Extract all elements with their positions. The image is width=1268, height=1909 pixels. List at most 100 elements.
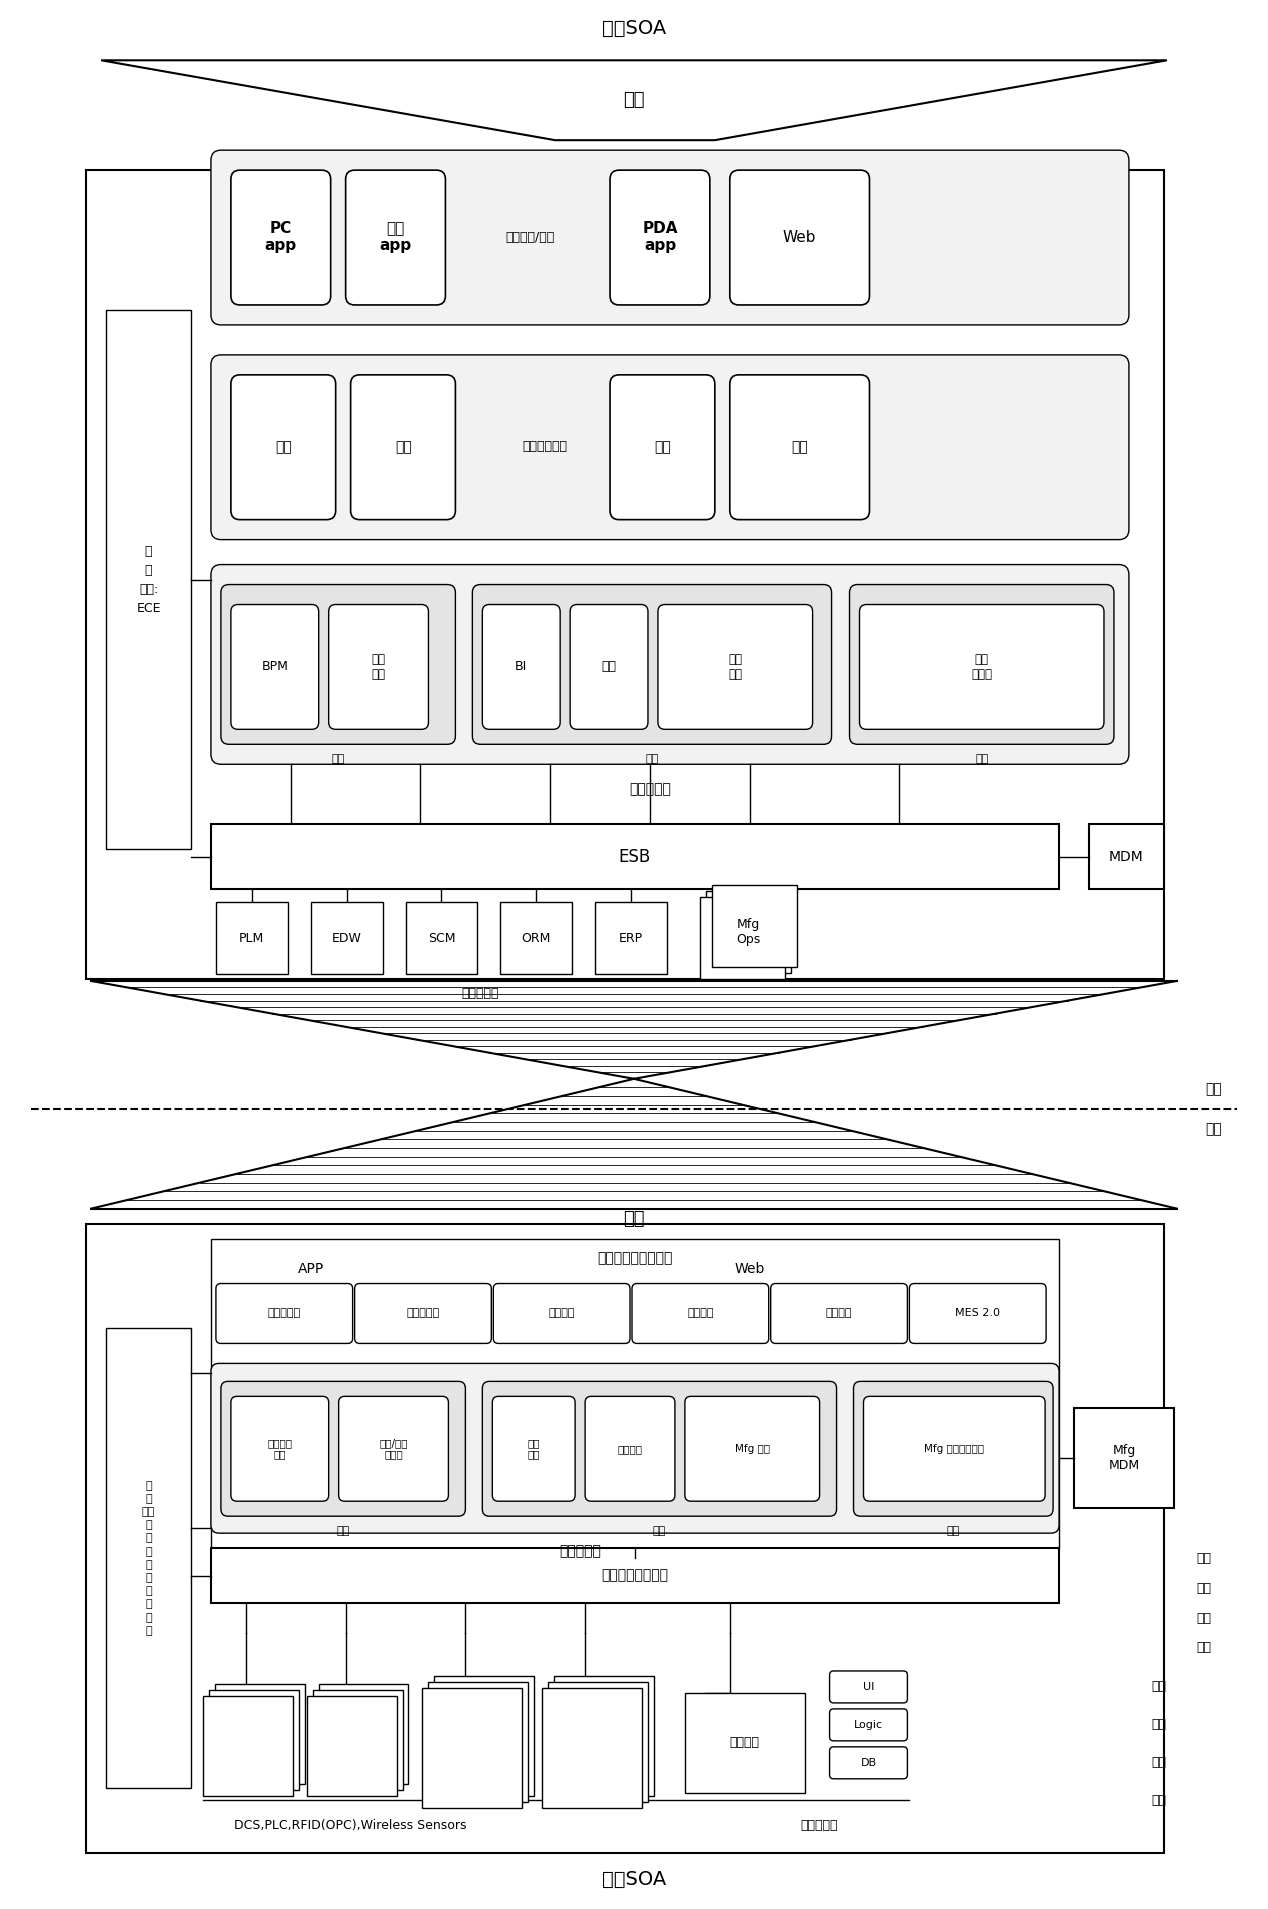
Text: 供应: 供应 (654, 439, 671, 454)
Text: 活动
监测: 活动 监测 (372, 653, 385, 682)
FancyBboxPatch shape (571, 605, 648, 729)
Bar (210, 1548, 1059, 1604)
Text: 产品: 产品 (1196, 1552, 1211, 1565)
FancyBboxPatch shape (355, 1283, 491, 1344)
FancyBboxPatch shape (328, 605, 429, 729)
FancyBboxPatch shape (351, 374, 455, 519)
Text: 作战
情报: 作战 情报 (527, 1437, 540, 1460)
Text: Mfg 内容: Mfg 内容 (734, 1443, 770, 1455)
Text: 一次成功率: 一次成功率 (268, 1308, 301, 1319)
FancyBboxPatch shape (492, 1395, 576, 1500)
Text: ODS: ODS (342, 1733, 373, 1747)
FancyBboxPatch shape (210, 151, 1129, 325)
Text: PDA
app: PDA app (642, 221, 677, 254)
Text: 企业: 企业 (1206, 1082, 1222, 1096)
Bar (107, 309, 191, 850)
Text: MES 2.0: MES 2.0 (955, 1308, 1000, 1319)
Text: ESB: ESB (619, 848, 652, 865)
FancyBboxPatch shape (210, 565, 1129, 764)
Bar (311, 903, 383, 974)
FancyBboxPatch shape (829, 1709, 908, 1741)
FancyBboxPatch shape (864, 1395, 1045, 1500)
Text: 产品: 产品 (275, 439, 292, 454)
Text: 产品: 产品 (1151, 1680, 1167, 1693)
Text: 管理: 管理 (975, 754, 988, 764)
Text: 制造运营服务总线: 制造运营服务总线 (601, 1569, 668, 1583)
Bar (1089, 825, 1164, 890)
Text: DB: DB (861, 1758, 876, 1768)
Text: 入口: 入口 (601, 661, 616, 674)
Text: 事件/活动
监视器: 事件/活动 监视器 (379, 1437, 408, 1460)
Text: 资产: 资产 (1196, 1581, 1211, 1594)
Bar (543, 1688, 642, 1808)
Bar (554, 1676, 654, 1796)
Bar (216, 903, 288, 974)
Bar (422, 1688, 522, 1808)
Bar (210, 1239, 1059, 1548)
FancyBboxPatch shape (853, 1382, 1054, 1516)
Bar (706, 892, 791, 974)
Text: ERP: ERP (619, 932, 643, 945)
FancyBboxPatch shape (482, 605, 560, 729)
FancyBboxPatch shape (829, 1747, 908, 1779)
Text: 制造SOA: 制造SOA (602, 1871, 666, 1890)
Text: Mfg
Ops: Mfg Ops (737, 918, 761, 947)
FancyBboxPatch shape (730, 170, 870, 305)
Text: BPM: BPM (261, 661, 288, 674)
Text: 安全和管理: 安全和管理 (462, 987, 500, 1000)
Text: 需求: 需求 (396, 439, 412, 454)
FancyBboxPatch shape (221, 1382, 465, 1516)
Text: 基于用户/角色: 基于用户/角色 (506, 231, 555, 244)
Bar (86, 1224, 1164, 1854)
Bar (209, 1689, 299, 1791)
Text: 计划: 计划 (1206, 1122, 1222, 1136)
Text: 传输: 传输 (336, 1525, 350, 1537)
Text: 工艺: 工艺 (1196, 1611, 1211, 1625)
Bar (700, 897, 785, 979)
Text: 配方配置: 配方配置 (687, 1308, 714, 1319)
Text: MES: MES (240, 1733, 269, 1747)
Text: 资产绩效: 资产绩效 (548, 1308, 574, 1319)
Bar (685, 1693, 805, 1793)
Bar (313, 1689, 402, 1791)
Bar (711, 886, 796, 968)
Bar (435, 1676, 534, 1796)
Text: 治理: 治理 (624, 1210, 644, 1227)
FancyBboxPatch shape (658, 605, 813, 729)
Bar (406, 903, 477, 974)
FancyBboxPatch shape (493, 1283, 630, 1344)
Text: 工
具
例如:
ECE: 工 具 例如: ECE (137, 544, 161, 615)
Text: SCM: SCM (427, 932, 455, 945)
Text: 内部: 内部 (791, 439, 808, 454)
Text: PLM: PLM (240, 932, 265, 945)
Text: EDW: EDW (332, 932, 361, 945)
FancyBboxPatch shape (231, 605, 318, 729)
Text: 操作门户: 操作门户 (618, 1443, 643, 1455)
FancyBboxPatch shape (231, 374, 336, 519)
Text: 企业
内容: 企业 内容 (728, 653, 742, 682)
FancyBboxPatch shape (610, 170, 710, 305)
FancyBboxPatch shape (339, 1395, 449, 1500)
Text: 复合应用程序: 复合应用程序 (522, 441, 568, 452)
FancyBboxPatch shape (829, 1670, 908, 1703)
Text: 安全与管理: 安全与管理 (801, 1819, 838, 1833)
Bar (595, 903, 667, 974)
FancyBboxPatch shape (909, 1283, 1046, 1344)
Text: 调度优化: 调度优化 (825, 1308, 852, 1319)
Text: UI: UI (862, 1682, 874, 1691)
FancyBboxPatch shape (631, 1283, 768, 1344)
Text: 制造业复合应用程序: 制造业复合应用程序 (597, 1252, 673, 1266)
Text: 电子作业
指导书: 电子作业 指导书 (585, 1731, 611, 1752)
Text: 填充: 填充 (645, 754, 658, 764)
FancyBboxPatch shape (346, 170, 445, 305)
Text: 服务支持层: 服务支持层 (629, 783, 671, 796)
FancyBboxPatch shape (210, 355, 1129, 540)
FancyBboxPatch shape (231, 170, 331, 305)
FancyBboxPatch shape (216, 1283, 353, 1344)
FancyBboxPatch shape (850, 584, 1115, 745)
Bar (107, 1329, 191, 1789)
FancyBboxPatch shape (585, 1395, 675, 1500)
Bar (203, 1695, 293, 1796)
Text: 服务
提供者: 服务 提供者 (971, 653, 993, 682)
Text: DCS,PLC,RFID(OPC),Wireless Sensors: DCS,PLC,RFID(OPC),Wireless Sensors (235, 1819, 467, 1833)
